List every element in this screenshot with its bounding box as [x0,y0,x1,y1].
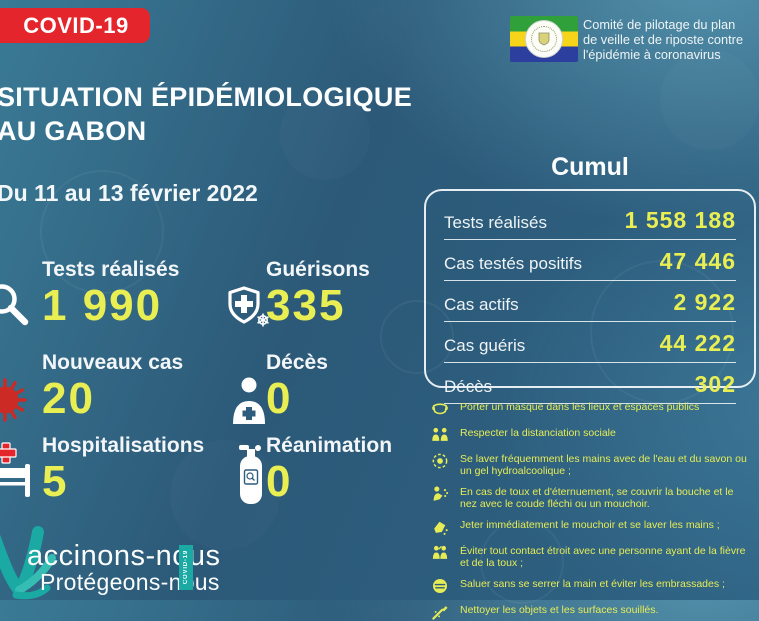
measure-text: Jeter immédiatement le mouchoir et se la… [460,519,720,531]
stat-label: Tests réalisés [42,258,180,281]
list-item: Nettoyer les objets et les surfaces soui… [431,603,753,621]
stat-label: Décès [266,351,328,374]
prevention-measures-list: Porter un masque dans les lieux et espac… [431,400,753,621]
row-value: 2 922 [673,289,736,315]
clean-surfaces-icon [432,606,448,620]
stat-tests-realises: Tests réalisés 1 990 [42,258,179,328]
page-title: SITUATION ÉPIDÉMIOLOGIQUE AU GABON [0,80,412,148]
crest-icon [538,32,550,46]
list-item: Saluer sans se serrer la main et éviter … [431,577,753,595]
measure-text: Se laver fréquemment les mains avec de l… [460,453,747,477]
page-title-line1: SITUATION ÉPIDÉMIOLOGIQUE [0,82,413,112]
table-row: Tests réalisés 1 558 188 [444,199,736,240]
table-row: Cas guéris 44 222 [444,322,736,363]
social-distancing-icon [432,427,448,441]
cumulative-title: Cumul [551,153,629,181]
magnifier-icon [0,284,29,326]
row-value: 47 446 [659,248,736,274]
measure-text: Porter un masque dans les lieux et espac… [460,401,700,413]
committee-name-line: l'épidémie à coronavirus [583,47,721,63]
avoid-contact-icon [432,545,448,559]
campaign-badge-label: COVID-19 [183,550,189,585]
stat-nouveaux-cas: Nouveaux cas 20 [42,351,183,421]
page-title-line2: AU GABON [0,116,147,146]
stat-value: 0 [266,374,293,423]
committee-name-line: de veille et de riposte contre [583,32,744,48]
person-icon [233,377,265,424]
covid19-banner-label: COVID-19 [23,12,129,38]
stat-label: Guérisons [266,258,370,281]
list-item: En cas de toux et d'éternuement, se couv… [431,485,753,510]
tissue-disposal-icon [434,521,448,535]
stat-label: Nouveaux cas [42,351,184,374]
report-period: Du 11 au 13 février 2022 [0,180,258,206]
stat-reanimation: Réanimation 0 [266,434,392,504]
cough-elbow-icon [433,486,449,501]
row-label: Cas testés positifs [444,254,582,273]
small-virus-icon [257,313,269,327]
measure-text: En cas de toux et d'éternuement, se couv… [460,486,734,510]
table-row: Cas actifs 2 922 [444,281,736,322]
table-row: Cas testés positifs 47 446 [444,240,736,281]
row-value: 44 222 [659,330,736,356]
row-label: Tests réalisés [444,213,547,232]
stat-guerisons: Guérisons 335 [266,258,370,328]
list-item: Respecter la distanciation sociale [431,426,753,444]
stat-deces: Décès 0 [266,351,328,421]
stat-label: Réanimation [266,434,393,457]
covid19-banner: COVID-19 [0,8,150,43]
campaign-covid-badge: COVID-19 [179,545,193,590]
row-value: 302 [694,371,736,397]
measure-text: Éviter tout contact étroit avec une pers… [460,545,746,569]
list-item: Éviter tout contact étroit avec une pers… [431,544,753,569]
shield-cross-icon [228,286,269,327]
stat-value: 20 [42,374,95,423]
vaccination-v-icon [0,526,56,600]
measure-text: Nettoyer les objets et les surfaces soui… [460,604,659,616]
committee-name: Comité de pilotage du plan de veille et … [583,17,759,63]
oxygen-tank-icon [239,445,262,504]
list-item: Porter un masque dans les lieux et espac… [431,400,753,418]
stat-value: 335 [266,281,346,330]
measure-text: Saluer sans se serrer la main et éviter … [460,578,725,590]
stat-value: 1 990 [42,281,163,330]
row-label: Décès [444,377,493,396]
cumulative-table: Tests réalisés 1 558 188 Cas testés posi… [424,189,756,404]
mask-icon [432,403,448,415]
stat-label: Hospitalisations [42,434,205,457]
stat-value: 0 [266,457,293,506]
hand-washing-icon [432,453,448,469]
virus-watermark [660,50,759,150]
committee-name-line: Comité de pilotage du plan [583,17,736,32]
no-handshake-icon [433,579,447,593]
committee-seal-icon [525,20,563,58]
gabon-flag-seal-icon [510,16,578,62]
row-label: Cas actifs [444,295,519,314]
stat-value: 5 [42,457,69,506]
stat-hospitalisations: Hospitalisations 5 [42,434,204,504]
hospital-bed-icon [0,442,30,497]
row-value: 1 558 188 [624,207,736,233]
table-row: Décès 302 [444,363,736,404]
list-item: Jeter immédiatement le mouchoir et se la… [431,518,753,536]
list-item: Se laver fréquemment les mains avec de l… [431,452,753,477]
measure-text: Respecter la distanciation sociale [460,427,616,439]
row-label: Cas guéris [444,336,526,355]
virus-icon [0,378,27,422]
